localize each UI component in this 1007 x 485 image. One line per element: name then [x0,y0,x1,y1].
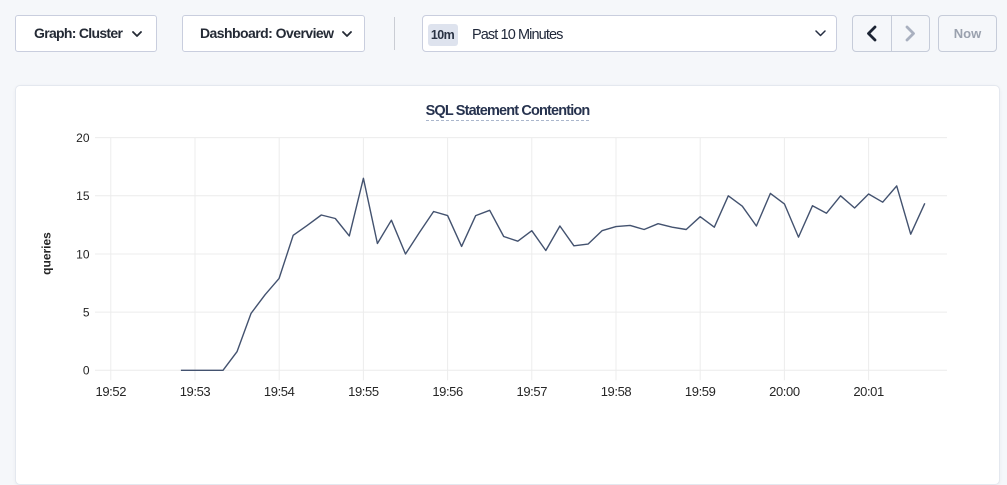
svg-text:5: 5 [83,305,90,319]
svg-text:10: 10 [76,247,90,261]
svg-text:0: 0 [83,364,90,378]
svg-text:15: 15 [76,189,90,203]
svg-text:20:01: 20:01 [853,384,884,399]
svg-text:20: 20 [76,131,90,145]
svg-text:19:54: 19:54 [264,384,295,399]
svg-text:20:00: 20:00 [769,384,800,399]
svg-text:19:53: 19:53 [180,384,211,399]
svg-text:19:57: 19:57 [517,384,548,399]
svg-text:19:55: 19:55 [348,384,379,399]
svg-text:19:59: 19:59 [685,384,716,399]
svg-text:19:58: 19:58 [601,384,632,399]
svg-text:queries: queries [40,232,54,275]
svg-text:19:52: 19:52 [96,384,127,399]
svg-text:19:56: 19:56 [432,384,463,399]
